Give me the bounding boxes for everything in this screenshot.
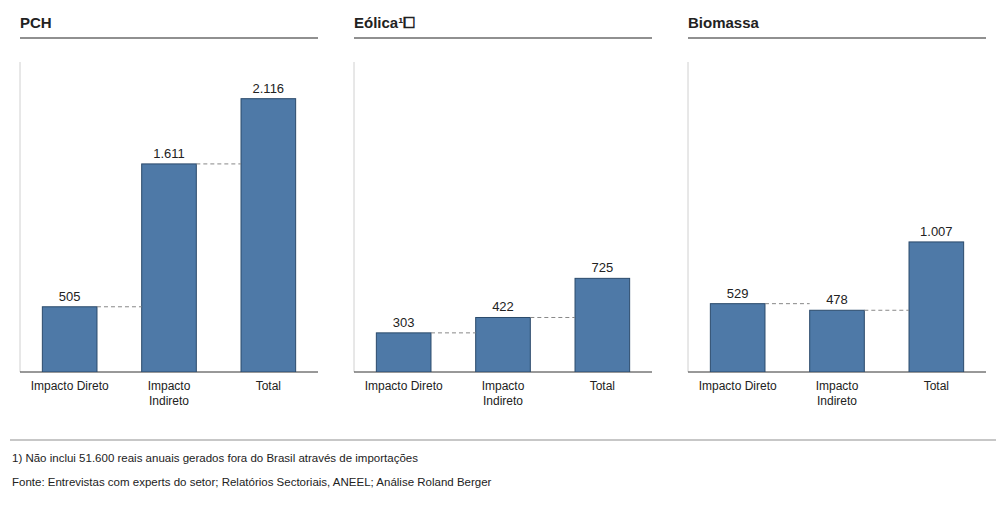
category-label: Total [256, 379, 281, 393]
panel-title: PCH [20, 14, 52, 31]
category-label: ImpactoIndireto [816, 379, 859, 408]
data-label: 529 [727, 286, 749, 301]
category-label: Impacto Direto [365, 379, 443, 393]
category-label: ImpactoIndireto [482, 379, 525, 408]
marks [710, 242, 963, 372]
connector [765, 303, 810, 304]
category-label: Total [924, 379, 949, 393]
panel-title: Biomassa [688, 14, 760, 31]
panel: PCH 505 1.611 2.116 Impacto Direto ImpactoInd… [20, 14, 318, 408]
marks [42, 99, 295, 372]
bar [142, 164, 197, 372]
category-label: Total [590, 379, 615, 393]
data-label: 303 [393, 315, 415, 330]
panel: Biomassa 529 478 1.007 Impacto Direto Impacto… [688, 14, 986, 408]
bar [810, 310, 865, 372]
bar [575, 278, 630, 372]
bar [42, 307, 97, 372]
marks [376, 278, 629, 372]
data-label: 2.116 [253, 81, 285, 96]
bar [909, 242, 964, 372]
title-rule [688, 37, 986, 38]
footnote: Fonte: Entrevistas com experts do setor;… [12, 476, 492, 488]
category-label: Impacto Direto [699, 379, 777, 393]
bar [476, 317, 531, 372]
connector [530, 317, 575, 318]
data-label: 725 [591, 260, 613, 275]
data-label: 1.007 [920, 224, 953, 239]
data-label: 505 [59, 289, 81, 304]
value-axis [354, 62, 355, 372]
data-label: 1.611 [153, 146, 185, 161]
bar [376, 333, 431, 372]
footnote-rule [10, 440, 996, 441]
panel-title: Eólica¹⧠ [354, 14, 415, 31]
connector [196, 163, 241, 164]
category-label: Impacto Direto [31, 379, 109, 393]
footnote: 1) Não inclui 51.600 reais anuais gerado… [12, 452, 418, 464]
title-rule [20, 37, 318, 38]
chart: PCH 505 1.611 2.116 Impacto Direto ImpactoInd… [0, 0, 1006, 517]
data-label: 422 [492, 299, 514, 314]
bar [710, 304, 765, 372]
data-label: 478 [826, 292, 848, 307]
category-label: ImpactoIndireto [148, 379, 191, 408]
connector [431, 332, 476, 333]
title-rule [354, 37, 652, 38]
value-axis [20, 62, 21, 372]
panel: Eólica¹⧠ 303 422 725 Impacto Direto ImpactoIn… [354, 14, 652, 408]
connector [864, 310, 909, 311]
value-axis [688, 62, 689, 372]
connector [97, 306, 142, 307]
bar [241, 99, 296, 372]
